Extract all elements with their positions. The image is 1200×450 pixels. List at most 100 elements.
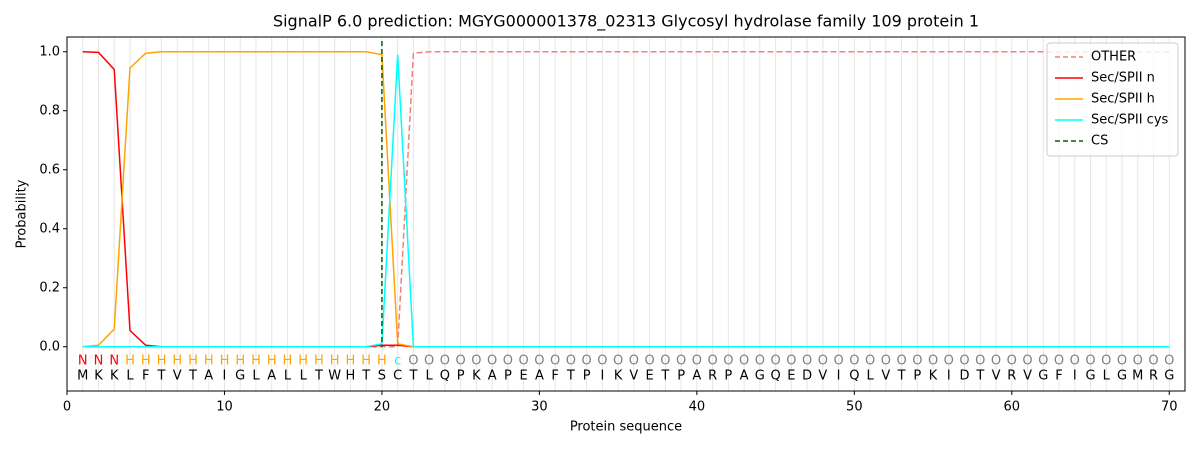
residue: L bbox=[866, 369, 874, 384]
residue-label: H bbox=[361, 354, 371, 369]
residue-label: O bbox=[1148, 354, 1158, 369]
residue-label: H bbox=[298, 354, 308, 369]
residue: I bbox=[223, 369, 227, 384]
residue-label: O bbox=[408, 354, 418, 369]
residue: V bbox=[629, 369, 638, 384]
residue: T bbox=[897, 369, 906, 384]
residue: T bbox=[314, 369, 323, 384]
residue: G bbox=[755, 369, 765, 384]
residue-label: H bbox=[204, 354, 214, 369]
residue-label: H bbox=[188, 354, 198, 369]
residue: T bbox=[157, 369, 166, 384]
residue-label: O bbox=[645, 354, 655, 369]
y-tick-label: 0.2 bbox=[39, 280, 60, 295]
residue: Q bbox=[440, 369, 450, 384]
residue: K bbox=[614, 369, 623, 384]
residue: T bbox=[188, 369, 197, 384]
residue: A bbox=[740, 369, 749, 384]
series-line bbox=[82, 51, 1170, 348]
residue: I bbox=[837, 369, 841, 384]
residue: P bbox=[583, 369, 591, 384]
series-line bbox=[82, 51, 1170, 348]
residue: R bbox=[708, 369, 717, 384]
residue: M bbox=[77, 369, 88, 384]
residue: R bbox=[1149, 369, 1158, 384]
residue-label: O bbox=[881, 354, 891, 369]
chart-title: SignalP 6.0 prediction: MGYG000001378_02… bbox=[273, 12, 979, 32]
residue-label: c bbox=[394, 354, 401, 369]
residue: Q bbox=[770, 369, 780, 384]
residue: K bbox=[94, 369, 103, 384]
residue-label: O bbox=[582, 354, 592, 369]
residue-label: O bbox=[1038, 354, 1048, 369]
legend-label: Sec/SPII n bbox=[1091, 71, 1155, 86]
residue-label: H bbox=[267, 354, 277, 369]
residue-label: O bbox=[519, 354, 529, 369]
residue: L bbox=[1103, 369, 1111, 384]
residue-label: O bbox=[849, 354, 859, 369]
residue: R bbox=[1007, 369, 1016, 384]
residue-label: O bbox=[802, 354, 812, 369]
residue-label: H bbox=[251, 354, 261, 369]
residue-label: O bbox=[770, 354, 780, 369]
residue-label: O bbox=[629, 354, 639, 369]
x-tick-label: 60 bbox=[1004, 400, 1021, 415]
residue: T bbox=[361, 369, 370, 384]
residue-label: H bbox=[283, 354, 293, 369]
residue: P bbox=[457, 369, 465, 384]
residue-label: H bbox=[172, 354, 182, 369]
residue: G bbox=[1164, 369, 1174, 384]
residue-label: O bbox=[1117, 354, 1127, 369]
residue-label: O bbox=[424, 354, 434, 369]
residue-label: O bbox=[959, 354, 969, 369]
residue-label: O bbox=[991, 354, 1001, 369]
y-axis-label: Probability bbox=[15, 179, 30, 248]
residue-label: H bbox=[141, 354, 151, 369]
residue: G bbox=[235, 369, 245, 384]
residue-label: O bbox=[1054, 354, 1064, 369]
residue-label: O bbox=[723, 354, 733, 369]
residue: L bbox=[426, 369, 434, 384]
series-line bbox=[82, 51, 1170, 348]
series-line bbox=[82, 54, 1170, 348]
residue-label: O bbox=[755, 354, 765, 369]
residue-label: O bbox=[456, 354, 466, 369]
y-tick-label: 0.8 bbox=[39, 103, 60, 118]
residue-label: O bbox=[739, 354, 749, 369]
residue-label: O bbox=[503, 354, 513, 369]
x-tick-label: 70 bbox=[1161, 400, 1178, 415]
residue: P bbox=[677, 369, 685, 384]
residue-label: O bbox=[865, 354, 875, 369]
residue-label: O bbox=[1085, 354, 1095, 369]
residue: F bbox=[142, 369, 149, 384]
residue-label: O bbox=[440, 354, 450, 369]
residue-label: O bbox=[660, 354, 670, 369]
residue: Q bbox=[849, 369, 859, 384]
residue: T bbox=[660, 369, 669, 384]
residue: A bbox=[488, 369, 497, 384]
residue-label: O bbox=[786, 354, 796, 369]
residue-label: O bbox=[707, 354, 717, 369]
residue: E bbox=[520, 369, 528, 384]
residue-label: O bbox=[597, 354, 607, 369]
residue: T bbox=[408, 369, 417, 384]
residue: A bbox=[692, 369, 701, 384]
residue-label: O bbox=[1022, 354, 1032, 369]
residue-label: O bbox=[928, 354, 938, 369]
residue-label: O bbox=[896, 354, 906, 369]
x-tick-label: 20 bbox=[374, 400, 391, 415]
residue-label: O bbox=[912, 354, 922, 369]
residue: L bbox=[284, 369, 292, 384]
residue: H bbox=[346, 369, 356, 384]
residue: T bbox=[975, 369, 984, 384]
residue-label: O bbox=[1164, 354, 1174, 369]
residue-label: N bbox=[109, 354, 119, 369]
residue: V bbox=[818, 369, 827, 384]
residue: L bbox=[300, 369, 308, 384]
x-tick-label: 50 bbox=[846, 400, 863, 415]
residue-label: O bbox=[566, 354, 576, 369]
residue-label: O bbox=[1101, 354, 1111, 369]
legend-label: CS bbox=[1091, 134, 1108, 149]
residue-label: O bbox=[833, 354, 843, 369]
